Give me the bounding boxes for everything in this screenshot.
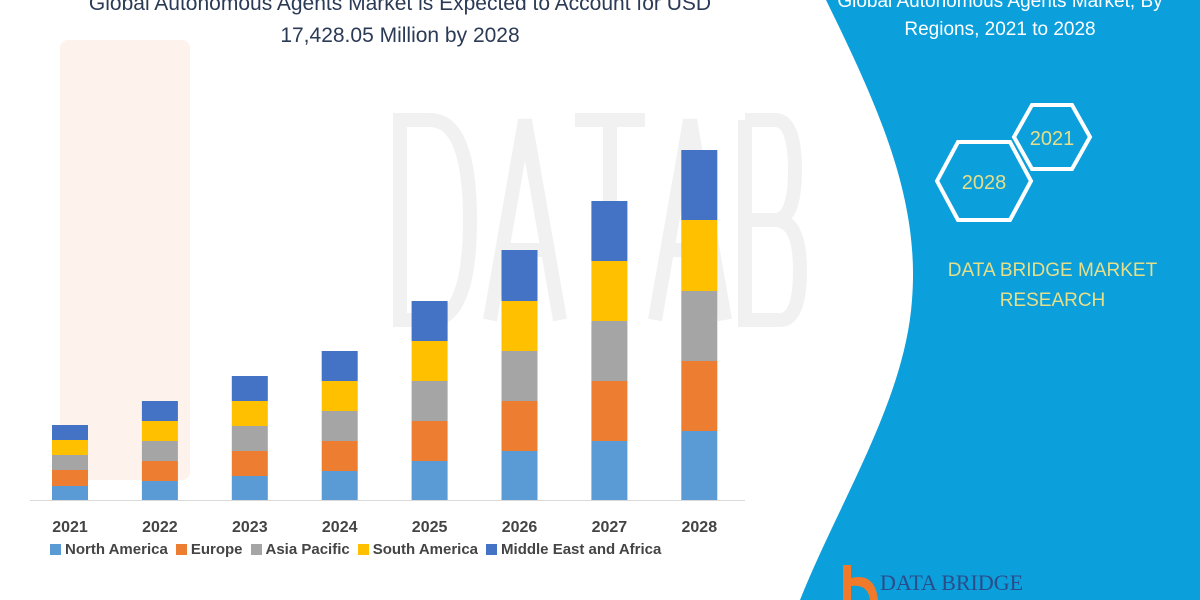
bar-segment-2025-2 bbox=[411, 381, 448, 421]
legend-swatch bbox=[486, 544, 498, 555]
legend-label: Asia Pacific bbox=[265, 541, 350, 558]
x-tick-label: 2027 bbox=[592, 519, 628, 536]
bar-segment-2027-3 bbox=[591, 261, 628, 321]
bar-segment-2025-0 bbox=[411, 461, 448, 500]
x-tick-label: 2026 bbox=[502, 519, 538, 536]
legend-item: Middle East and Africa bbox=[486, 541, 661, 558]
legend-label: Europe bbox=[190, 541, 243, 558]
hex-label-2028: 2028 bbox=[962, 172, 1007, 194]
logo-icon bbox=[843, 565, 878, 600]
bar-segment-2028-3 bbox=[681, 220, 718, 291]
bar-segment-2021-4 bbox=[52, 425, 88, 440]
bar-segment-2022-0 bbox=[141, 481, 178, 500]
bar-segment-2022-1 bbox=[141, 461, 178, 481]
bar-segment-2022-3 bbox=[141, 421, 178, 441]
bar-segment-2023-0 bbox=[231, 476, 268, 500]
bar-segment-2021-2 bbox=[52, 455, 88, 470]
bar-segment-2022-4 bbox=[141, 401, 178, 421]
bar-segment-2021-0 bbox=[52, 486, 88, 500]
bar-segment-2023-3 bbox=[231, 401, 268, 426]
bar-segment-2026-2 bbox=[501, 351, 538, 401]
bar-segment-2027-1 bbox=[591, 381, 628, 441]
legend-swatch bbox=[357, 544, 369, 555]
bar-segment-2028-4 bbox=[681, 150, 718, 220]
bar-segment-2026-3 bbox=[501, 301, 538, 351]
panel-background bbox=[800, 0, 1200, 600]
legend-swatch bbox=[175, 544, 187, 555]
legend-label: North America bbox=[65, 541, 168, 558]
bar-segment-2028-0 bbox=[681, 431, 718, 500]
x-tick-label: 2028 bbox=[682, 519, 718, 536]
bar-segment-2024-0 bbox=[321, 471, 358, 500]
x-tick-label: 2025 bbox=[412, 519, 448, 536]
bar-segment-2022-2 bbox=[141, 441, 178, 461]
panel-title: Global Autonomous Agents Market, By Regi… bbox=[837, 0, 1163, 40]
legend-item: North America bbox=[50, 541, 168, 558]
legend-swatch bbox=[50, 544, 61, 555]
bar-segment-2028-1 bbox=[681, 361, 718, 431]
legend-item: South America bbox=[357, 541, 479, 558]
bar-segment-2023-2 bbox=[231, 426, 268, 451]
bar-segment-2023-1 bbox=[231, 451, 268, 476]
bar-segment-2024-4 bbox=[321, 351, 358, 381]
legend: North America Europe Asia Pacific South Ame… bbox=[50, 541, 661, 558]
legend-item: Europe bbox=[175, 541, 243, 558]
logo-text: DATA BRIDGE bbox=[880, 570, 1024, 595]
hexagon-2028 bbox=[934, 140, 1034, 222]
bar-segment-2027-2 bbox=[591, 321, 628, 381]
bar-segment-2021-3 bbox=[52, 440, 88, 455]
hex-label-2021: 2021 bbox=[1030, 128, 1075, 150]
bar-segment-2026-0 bbox=[501, 451, 538, 500]
bar-segment-2025-3 bbox=[411, 341, 448, 381]
x-tick-label: 2021 bbox=[52, 519, 88, 536]
brand-text: DATA BRIDGE MARKET RESEARCH bbox=[947, 260, 1158, 311]
bar-segment-2026-4 bbox=[501, 250, 538, 301]
bar-segment-2021-1 bbox=[52, 470, 88, 486]
bar-segment-2026-1 bbox=[501, 401, 538, 451]
legend-swatch bbox=[250, 544, 262, 555]
legend-label: Middle East and Africa bbox=[501, 541, 662, 558]
stacked-bar-chart: 2021 2022 2023 2024 2025 2026 2027 2028 bbox=[30, 150, 745, 536]
legend-label: South America bbox=[372, 541, 479, 558]
bar-segment-2024-2 bbox=[321, 411, 358, 441]
bar-segment-2025-4 bbox=[411, 301, 448, 341]
bar-segment-2023-4 bbox=[231, 376, 268, 401]
hexagon-2021 bbox=[1011, 103, 1093, 171]
x-tick-label: 2022 bbox=[142, 519, 178, 536]
bar-segment-2025-1 bbox=[411, 421, 448, 461]
bar-segment-2024-3 bbox=[321, 381, 358, 411]
bar-segment-2027-4 bbox=[591, 201, 628, 261]
x-tick-label: 2023 bbox=[232, 519, 268, 536]
bar-segment-2024-1 bbox=[321, 441, 358, 471]
x-tick-label: 2024 bbox=[322, 519, 358, 536]
bar-segment-2027-0 bbox=[591, 441, 628, 500]
chart-title: Global Autonomous Agents Market is Expec… bbox=[88, 0, 712, 47]
bar-segment-2028-2 bbox=[681, 291, 718, 361]
legend-item: Asia Pacific bbox=[250, 541, 350, 558]
